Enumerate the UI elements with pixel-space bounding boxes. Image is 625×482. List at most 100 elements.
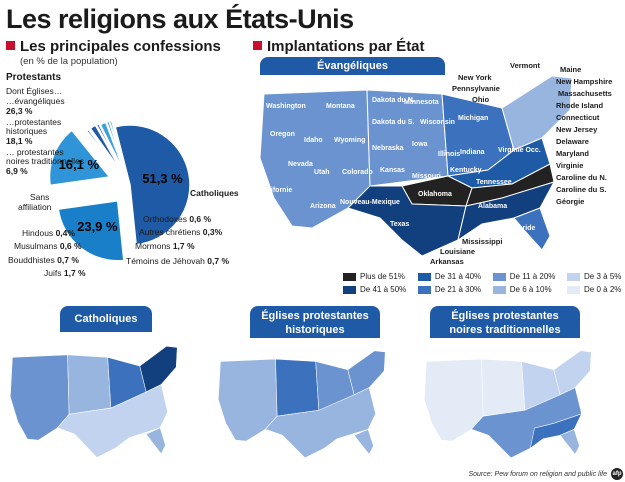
legend-label: De 11 à 20% [509, 272, 556, 281]
legend-item: De 6 à 10% [492, 285, 557, 294]
state-callout-label: New Jersey [556, 125, 598, 134]
legend-item: Plus de 51% [343, 272, 408, 281]
hist-south [264, 387, 376, 459]
state-callout-label: Virginie [556, 161, 583, 170]
state-label: Montana [326, 103, 355, 110]
label-historiques-1: …protestantes [6, 117, 62, 127]
map-historiques [218, 350, 386, 459]
state-callout-label: Maryland [556, 149, 589, 158]
state-callout-label: Mississippi [462, 237, 502, 246]
bouddhistes-name: Bouddhistes [8, 255, 55, 265]
state-label: Minnesota [404, 99, 439, 106]
confessions-pie-chart: 51,3 % 23,9 % 16,1 % [48, 119, 191, 262]
noires-title-line-1: Églises protestantes [451, 310, 559, 322]
state-label: Kentucky [450, 167, 482, 174]
label-evangeliques: …évangéliques [6, 96, 65, 106]
confessions-heading: Les principales confessions [20, 38, 221, 55]
source-note: Source: Pew forum on religion and public… [468, 471, 607, 478]
map-legend: Plus de 51% De 31 à 40% De 11 à 20% De 3 à … [343, 272, 623, 294]
legend-item: De 21 à 30% [417, 285, 483, 294]
legend-swatch [417, 285, 431, 294]
pie-slice-témoins-de-jéhovah [95, 122, 125, 174]
historiques-title-line-2: historiques [285, 324, 345, 336]
us-map-shape [259, 75, 573, 257]
state-label: Virginie Occ. [498, 147, 541, 154]
hindous-value: 0,4% [55, 228, 75, 238]
label-noires-2: noires traditionnelles [6, 156, 84, 166]
value-noires: 6,9 % [6, 166, 28, 176]
map-title-evangeliques: Évangéliques [260, 57, 445, 75]
state-callout-label: Pennsylvanie [452, 84, 500, 93]
state-callout-label: Géorgie [556, 197, 584, 206]
state-label: Michigan [458, 115, 488, 122]
state-label: Wisconsin [420, 119, 455, 126]
state-label: Nouveau-Mexique [340, 199, 400, 206]
state-callout-label: Delaware [556, 137, 589, 146]
pie-slice-juifs [99, 121, 126, 175]
legend-label: De 31 à 40% [434, 272, 482, 281]
label-dont-eglises: Dont Églises… [6, 86, 63, 96]
label-temoins: Témoins de Jéhovah 0,7 % [126, 256, 229, 266]
state-label: Utah [314, 169, 330, 176]
pie-value-label: 51,3 % [142, 171, 183, 186]
state-label: Dakota du S. [372, 119, 414, 126]
noir-northeast [553, 350, 592, 396]
map-texas [347, 185, 467, 257]
legend-item: De 11 à 20% [492, 272, 557, 281]
legend-label: Plus de 51% [360, 272, 405, 281]
state-label: Iowa [412, 141, 428, 148]
value-historiques: 18,1 % [6, 136, 33, 146]
state-callout-label: Massachusetts [558, 89, 612, 98]
state-label: Alabama [478, 203, 507, 210]
bullet-square-icon [253, 41, 262, 50]
juifs-value: 1,7 % [63, 268, 86, 278]
temoins-value: 0,7 % [207, 256, 230, 266]
label-sans-1: Sans [30, 192, 50, 202]
state-label: Colorado [342, 169, 373, 176]
label-musulmans: Musulmans 0,6 % [14, 241, 82, 251]
hist-florida [353, 428, 374, 455]
legend-swatch [492, 285, 506, 294]
label-mormons: Mormons 1,7 % [135, 241, 195, 251]
state-callout-label: Connecticut [556, 113, 600, 122]
label-noires-1: … protestantes [6, 147, 64, 157]
legend-swatch [343, 272, 356, 281]
temoins-name: Témoins de Jéhovah [126, 256, 205, 266]
musulmans-name: Musulmans [14, 241, 58, 251]
label-bouddhistes: Bouddhistes 0,7 % [8, 255, 79, 265]
legend-swatch [417, 272, 431, 281]
pie-value-label: 23,9 % [77, 219, 118, 234]
orthodoxes-value: 0,6 % [189, 214, 212, 224]
state-label: Arizona [310, 203, 336, 210]
legend-swatch [492, 272, 506, 281]
state-callout-label: Louisiane [440, 247, 475, 256]
pie-slice-sans-affiliation [48, 129, 111, 187]
state-callout-label: Caroline du N. [556, 173, 607, 182]
state-label: Nevada [288, 161, 313, 168]
state-label: Wyoming [334, 137, 365, 144]
bouddhistes-value: 0,7 % [57, 255, 79, 265]
section-heading-implantations: Implantations par État [253, 38, 425, 55]
orthodoxes-name: Orthodoxes [143, 214, 187, 224]
juifs-name: Juifs [44, 268, 62, 278]
pie-slice-mormons [89, 124, 124, 174]
afp-logo: afp [611, 468, 623, 480]
map-title-noires: Églises protestantes noires traditionnel… [430, 306, 580, 338]
state-label: Dakota du N. [372, 97, 415, 104]
state-callout-label: Arkansas [430, 257, 464, 266]
state-label: Nebraska [372, 145, 404, 152]
noir-florida [559, 428, 580, 455]
cath-northeast [139, 345, 178, 393]
label-historiques-2: historiques [6, 126, 48, 136]
mormons-name: Mormons [135, 241, 171, 251]
bullet-square-icon [6, 41, 15, 50]
state-label: Idaho [304, 137, 323, 144]
map-florida [513, 207, 551, 251]
cath-florida [145, 427, 166, 455]
map-evangeliques: Washington Montana Dakota du N.Minnesota Or… [259, 61, 612, 266]
label-catholiques: Catholiques [190, 188, 239, 198]
historiques-title-line-1: Églises protestantes [261, 310, 369, 322]
map-catholiques [10, 345, 178, 458]
label-juifs: Juifs 1,7 % [44, 268, 86, 278]
legend-swatch [343, 285, 356, 294]
